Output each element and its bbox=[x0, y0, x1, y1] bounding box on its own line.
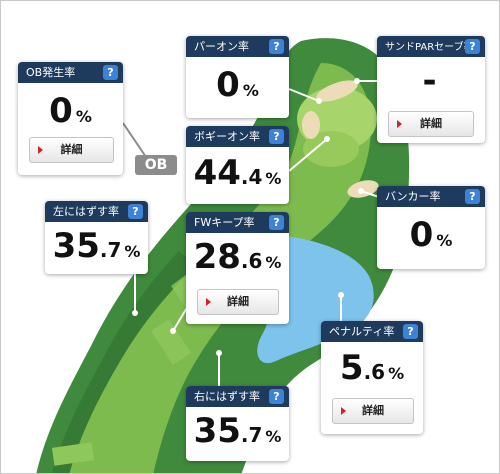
miss-right-title: 右にはずす率 bbox=[194, 390, 260, 403]
fw-keep-card: FWキープ率 ? 28.6% 詳細 bbox=[186, 212, 289, 324]
ob-rate-title: OB発生率 bbox=[26, 66, 76, 79]
ob-rate-detail-button[interactable]: 詳細 bbox=[29, 137, 114, 163]
arrow-right-icon bbox=[397, 120, 402, 128]
miss-right-card: 右にはずす率 ? 35.7% bbox=[186, 386, 289, 461]
help-icon[interactable]: ? bbox=[269, 389, 284, 404]
bogey-on-value: 44.4% bbox=[193, 153, 282, 193]
bunker-title: バンカー率 bbox=[385, 190, 441, 203]
bunker-left bbox=[302, 111, 320, 139]
miss-left-value: 35.7% bbox=[52, 226, 141, 266]
fw-keep-title: FWキープ率 bbox=[194, 216, 255, 229]
bunker-value: 0% bbox=[409, 215, 453, 255]
help-icon[interactable]: ? bbox=[403, 324, 418, 339]
miss-left-header: 左にはずす率 ? bbox=[45, 201, 148, 222]
par-on-header: パーオン率 ? bbox=[186, 36, 289, 57]
help-icon[interactable]: ? bbox=[465, 189, 480, 204]
help-icon[interactable]: ? bbox=[103, 65, 118, 80]
bogey-on-title: ボギーオン率 bbox=[194, 130, 260, 143]
help-icon[interactable]: ? bbox=[269, 39, 284, 54]
par-on-value: 0% bbox=[216, 65, 259, 105]
bunker-top bbox=[316, 80, 358, 102]
bunker-header: バンカー率 ? bbox=[377, 186, 485, 207]
bogey-on-header: ボギーオン率 ? bbox=[186, 126, 289, 147]
par-on-card: パーオン率 ? 0% bbox=[186, 36, 289, 118]
arrow-right-icon bbox=[206, 298, 211, 306]
help-icon[interactable]: ? bbox=[465, 39, 480, 54]
arrow-right-icon bbox=[341, 407, 346, 415]
sand-par-save-header: サンドPARセーブ率 ? bbox=[377, 36, 485, 57]
arrow-right-icon bbox=[38, 146, 43, 154]
ob-rate-value: 0% bbox=[49, 91, 92, 131]
help-icon[interactable]: ? bbox=[128, 204, 143, 219]
miss-left-title: 左にはずす率 bbox=[53, 205, 119, 218]
help-icon[interactable]: ? bbox=[269, 129, 284, 144]
miss-right-value: 35.7% bbox=[193, 411, 282, 451]
penalty-header: ペナルティ率 ? bbox=[321, 321, 423, 342]
ob-rate-header: OB発生率 ? bbox=[18, 62, 123, 83]
help-icon[interactable]: ? bbox=[269, 215, 284, 230]
penalty-detail-button[interactable]: 詳細 bbox=[332, 398, 414, 424]
sand-par-save-value: - bbox=[422, 61, 437, 101]
fw-keep-header: FWキープ率 ? bbox=[186, 212, 289, 233]
penalty-card: ペナルティ率 ? 5.6% 詳細 bbox=[321, 321, 423, 434]
penalty-value: 5.6% bbox=[339, 348, 405, 388]
bunker-card: バンカー率 ? 0% bbox=[377, 186, 485, 269]
sand-par-save-card: サンドPARセーブ率 ? - 詳細 bbox=[377, 36, 485, 143]
penalty-title: ペナルティ率 bbox=[329, 325, 395, 338]
sand-par-save-detail-button[interactable]: 詳細 bbox=[388, 111, 474, 137]
tee-box bbox=[51, 442, 95, 466]
fw-keep-value: 28.6% bbox=[193, 237, 282, 277]
miss-left-card: 左にはずす率 ? 35.7% bbox=[45, 201, 148, 274]
fw-keep-detail-button[interactable]: 詳細 bbox=[197, 289, 279, 315]
ob-rate-card: OB発生率 ? 0% 詳細 bbox=[18, 62, 123, 175]
bogey-on-card: ボギーオン率 ? 44.4% bbox=[186, 126, 289, 204]
ob-marker: OB bbox=[135, 155, 177, 175]
par-on-title: パーオン率 bbox=[194, 40, 249, 53]
miss-right-header: 右にはずす率 ? bbox=[186, 386, 289, 407]
sand-par-save-title: サンドPARセーブ率 bbox=[385, 42, 474, 53]
